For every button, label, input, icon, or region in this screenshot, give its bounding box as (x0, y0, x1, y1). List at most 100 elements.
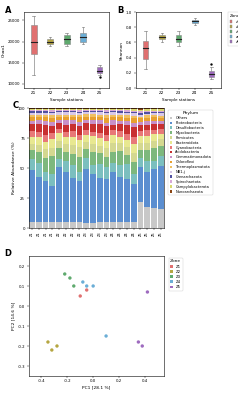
Bar (56, 111, 62, 112)
Bar (29, 124, 35, 131)
Point (46, 339, 50, 345)
Bar (56, 129, 62, 133)
Bar (158, 108, 164, 109)
Bar (97, 115, 103, 117)
Bar (151, 148, 157, 162)
Bar (63, 144, 69, 152)
Bar (131, 137, 137, 144)
Bar (97, 108, 103, 109)
Bar (97, 178, 103, 222)
Bar (144, 109, 150, 111)
Bar (124, 179, 130, 222)
Bar (117, 109, 123, 110)
Bar (104, 123, 109, 126)
Y-axis label: Chao1: Chao1 (2, 43, 6, 57)
Bar (97, 153, 103, 164)
Bar (124, 125, 130, 134)
Text: D: D (4, 249, 11, 258)
Legend: Z1, Z2, Z3, Z4, Z5: Z1, Z2, Z3, Z4, Z5 (169, 258, 183, 291)
Bar (36, 120, 42, 124)
Bar (151, 108, 157, 109)
Bar (131, 112, 137, 113)
Point (50, 347, 54, 353)
Bar (43, 158, 48, 172)
Bar (90, 111, 96, 112)
Bar (70, 165, 75, 178)
Bar (131, 127, 137, 137)
Bar (138, 108, 143, 110)
Bar (36, 112, 42, 115)
Bar (158, 209, 164, 228)
Bar (70, 115, 75, 117)
Bar (77, 122, 82, 126)
Bar (104, 126, 109, 135)
Bar (151, 141, 157, 148)
Bar (110, 172, 116, 222)
Bar (124, 164, 130, 179)
Bar (110, 115, 116, 117)
Bar (43, 142, 48, 149)
Bar (29, 112, 35, 113)
Bar (77, 147, 82, 158)
Bar (50, 122, 55, 126)
Bar (144, 172, 150, 207)
Text: C: C (12, 101, 18, 110)
Bar (63, 161, 69, 172)
Bar (104, 167, 109, 179)
Bar (90, 114, 96, 117)
Bar (110, 135, 116, 143)
Bar (97, 112, 103, 115)
Bar (56, 168, 62, 222)
Bar (138, 136, 143, 143)
Bar (70, 110, 75, 111)
Bar (43, 117, 48, 121)
Bar (110, 143, 116, 152)
Bar (104, 179, 109, 222)
FancyBboxPatch shape (47, 40, 53, 44)
Bar (36, 177, 42, 222)
Bar (97, 138, 103, 146)
Bar (77, 172, 82, 181)
Bar (151, 162, 157, 169)
Bar (83, 135, 89, 142)
X-axis label: PC1 [28.1 %]: PC1 [28.1 %] (82, 386, 110, 390)
FancyBboxPatch shape (97, 67, 103, 73)
Bar (63, 109, 69, 110)
Bar (117, 136, 123, 144)
Bar (97, 222, 103, 228)
Bar (63, 108, 69, 109)
Legend: z1, z2, z3, z4, z5: z1, z2, z3, z4, z5 (228, 12, 238, 46)
Bar (50, 156, 55, 174)
Bar (56, 112, 62, 115)
Bar (29, 115, 35, 117)
Bar (110, 163, 116, 172)
Bar (36, 152, 42, 164)
Bar (43, 172, 48, 181)
Bar (56, 120, 62, 124)
Bar (50, 112, 55, 113)
Bar (97, 109, 103, 110)
Bar (77, 110, 82, 112)
Bar (29, 113, 35, 115)
Bar (158, 166, 164, 209)
Bar (124, 122, 130, 125)
Bar (63, 115, 69, 117)
Bar (117, 110, 123, 112)
Y-axis label: Shannon: Shannon (120, 40, 124, 60)
Bar (151, 208, 157, 228)
Bar (138, 131, 143, 136)
Point (78, 293, 82, 299)
Bar (138, 112, 143, 113)
Bar (50, 118, 55, 122)
Bar (144, 112, 150, 114)
Bar (97, 120, 103, 124)
Bar (131, 123, 137, 127)
Bar (151, 117, 157, 121)
Bar (36, 124, 42, 132)
Bar (70, 145, 75, 154)
Bar (144, 114, 150, 115)
Bar (110, 110, 116, 111)
Bar (158, 124, 164, 129)
Bar (70, 117, 75, 120)
Bar (77, 118, 82, 122)
